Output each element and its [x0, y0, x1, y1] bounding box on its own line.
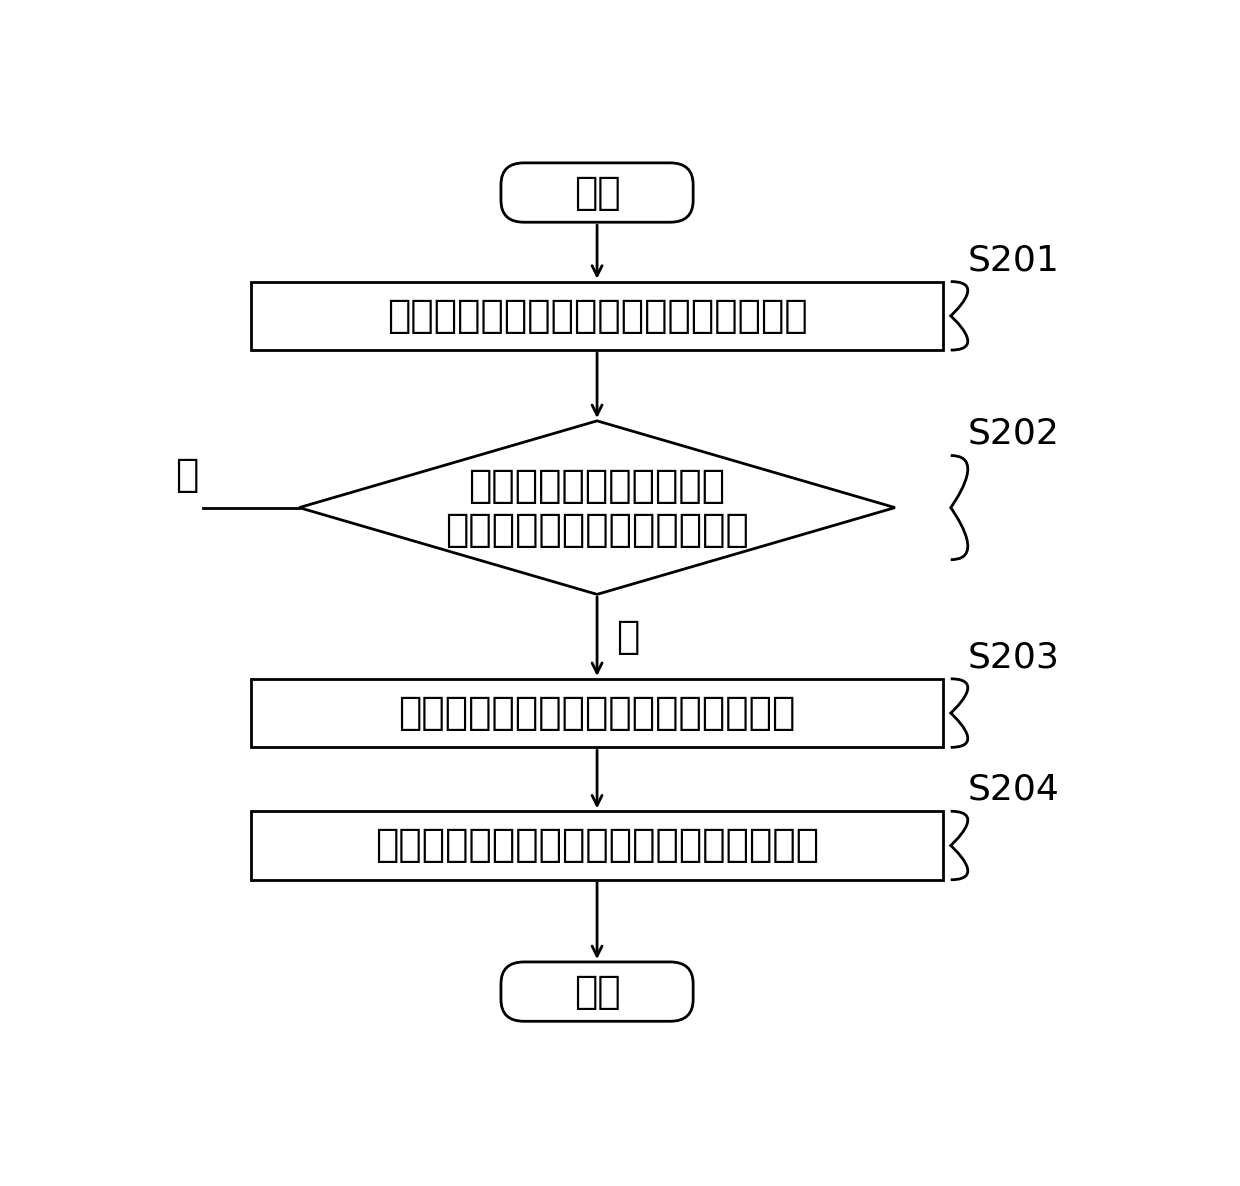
Text: 开始: 开始 [574, 173, 620, 211]
Bar [250, 678, 942, 747]
Bar [250, 811, 942, 880]
Polygon shape [299, 421, 895, 594]
Text: 根据所述被采集体的体温
判断所述被采集体是否为人体: 根据所述被采集体的体温 判断所述被采集体是否为人体 [445, 466, 749, 549]
Bar [250, 281, 942, 350]
Text: 是: 是 [616, 618, 640, 656]
Text: 否: 否 [175, 455, 198, 493]
Text: 确定人体相对于所述油烟机的运动状态: 确定人体相对于所述油烟机的运动状态 [398, 694, 796, 732]
FancyBboxPatch shape [501, 962, 693, 1021]
FancyBboxPatch shape [501, 162, 693, 222]
Text: S202: S202 [968, 417, 1060, 451]
Text: 根据所述运动状态调节所述照明系统的亮度: 根据所述运动状态调节所述照明系统的亮度 [374, 827, 820, 865]
Text: S204: S204 [968, 773, 1060, 806]
Text: S203: S203 [968, 640, 1060, 675]
Text: S201: S201 [968, 243, 1060, 278]
Text: 结束: 结束 [574, 973, 620, 1010]
Text: 接收所述人体感应传感设备采集到的数据: 接收所述人体感应传感设备采集到的数据 [387, 296, 807, 334]
